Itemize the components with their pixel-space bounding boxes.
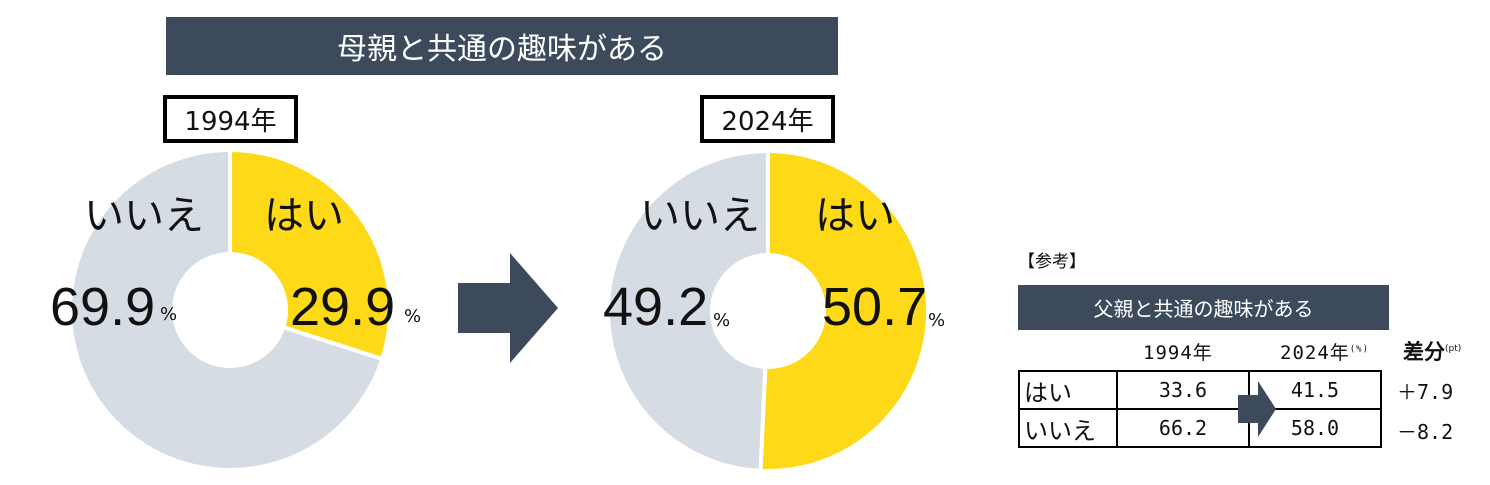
row-label-yes: はい [1018,370,1118,410]
row-label-no: いいえ [1018,408,1118,448]
diff-yes: ＋7.9 [1397,380,1454,404]
table-row-yes: はい 33.6 41.5 [1018,370,1382,410]
donut-1994-center-hole [172,252,288,368]
col-unit-2024: (%) [1349,344,1370,355]
col-header-2024: 2024年(%) [1280,342,1370,364]
reference-label: 【参考】 [1018,252,1086,272]
table-row-no: いいえ 66.2 58.0 [1018,408,1382,448]
transition-arrow-shape [458,253,558,363]
cell-yes-1994: 33.6 [1116,370,1250,410]
main-title: 母親と共通の趣味がある [337,32,667,67]
father-title-banner: 父親と共通の趣味がある [1018,285,1389,330]
col-header-diff: 差分(pt) [1403,340,1462,364]
year-label-1994: 1994年 [163,95,298,143]
yes-unit-2024: % [928,310,946,331]
cell-no-1994: 66.2 [1116,408,1250,448]
father-hobby-table: はい 33.6 41.5 いいえ 66.2 58.0 [1018,370,1382,448]
year-label-2024: 2024年 [700,95,835,143]
main-title-banner: 母親と共通の趣味がある [166,17,838,75]
yes-label-2024: はい [815,193,895,239]
donut-2024-slice-no [606,148,770,473]
transition-arrow [458,253,558,363]
no-label-1994: いいえ [84,193,204,239]
col-unit-diff: (pt) [1445,344,1462,354]
cell-no-2024: 58.0 [1248,408,1382,448]
father-title: 父親と共通の趣味がある [1093,297,1314,321]
donut-chart-2024 [606,148,930,473]
yes-label-1994: はい [264,193,344,239]
col-header-1994: 1994年 [1143,342,1213,364]
no-label-2024: いいえ [640,193,760,239]
no-unit-2024: % [713,310,731,331]
yes-value-2024: 50.7 [822,277,928,337]
yes-value-1994: 29.9 [290,277,396,337]
no-value-1994: 69.9 [50,277,156,337]
diff-no: －8.2 [1397,420,1454,444]
table-arrow-shape [1238,381,1276,437]
donut-chart-1994 [68,147,392,472]
yes-unit-1994: % [404,306,422,327]
donut-2024-center-hole [710,253,826,369]
donut-2024-slice-yes [758,148,930,473]
no-value-2024: 49.2 [603,277,709,337]
no-unit-1994: % [160,304,178,325]
table-arrow [1238,381,1276,437]
